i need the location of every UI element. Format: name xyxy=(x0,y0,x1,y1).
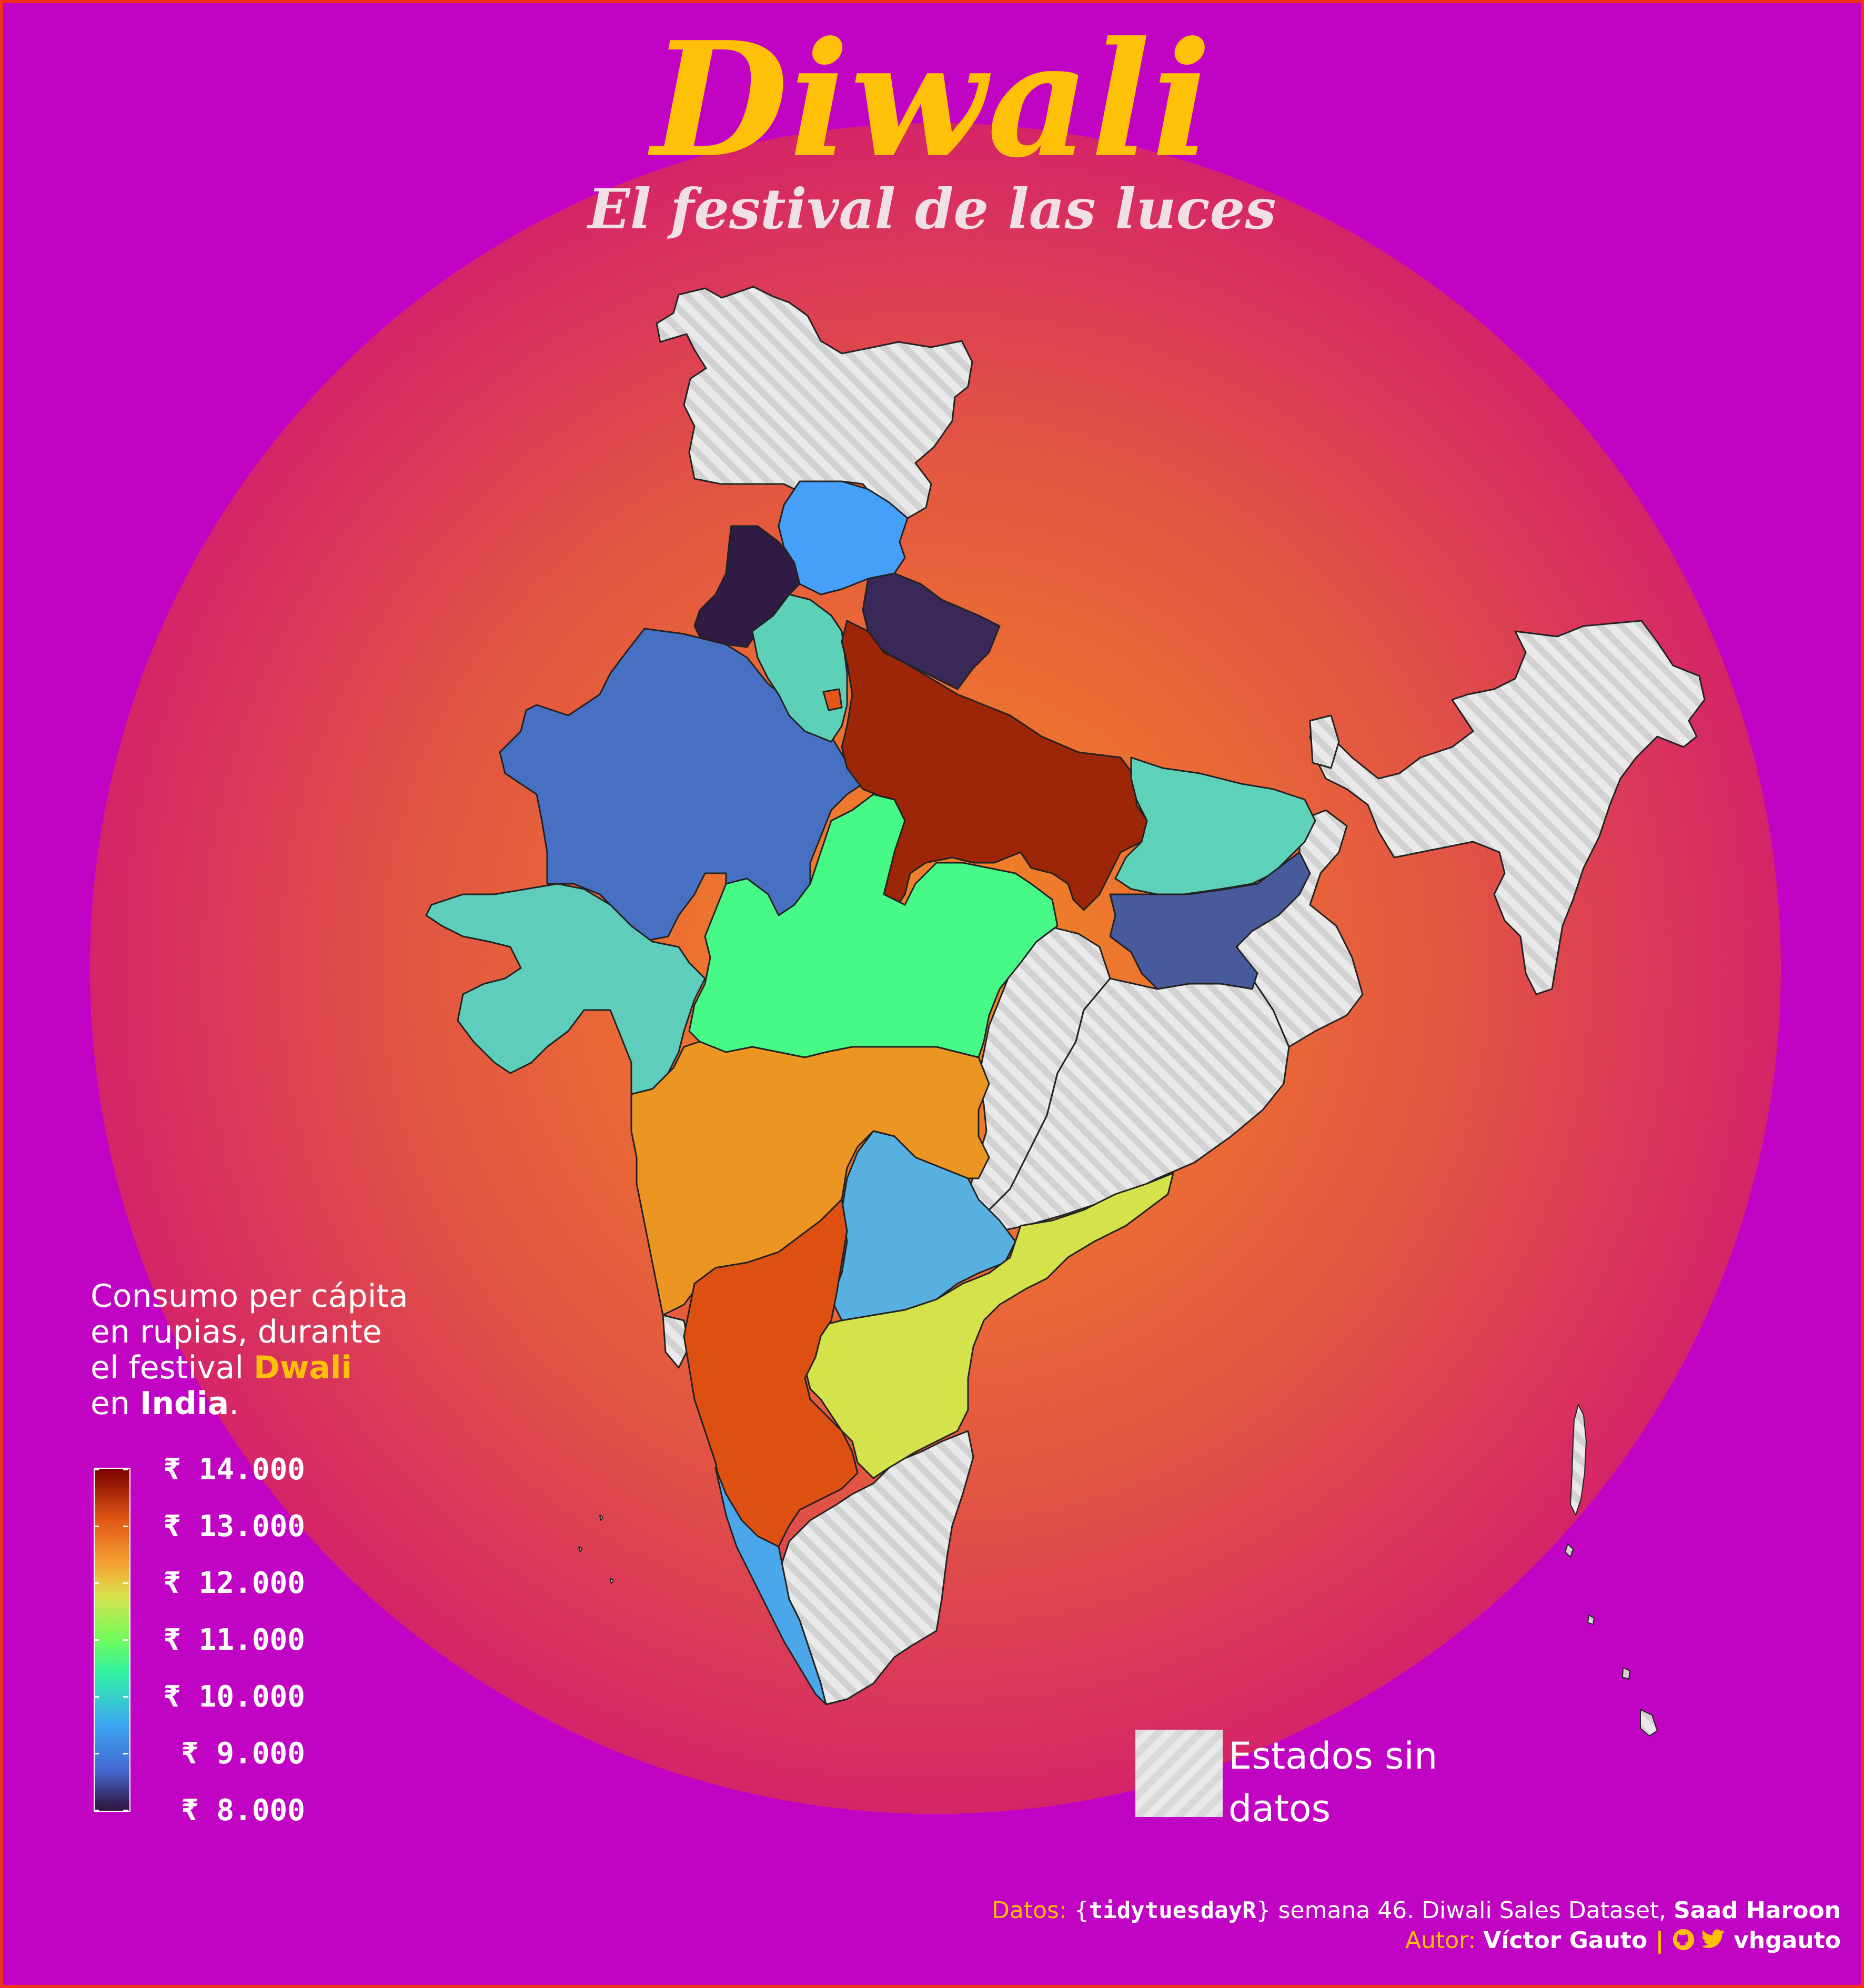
legend-title-line-2: en rupias, durante xyxy=(90,1314,382,1350)
colorbar-tick-14000-left xyxy=(94,1469,99,1470)
credits-separator: | xyxy=(1647,1927,1672,1954)
colorbar-tick-10000-left xyxy=(94,1696,99,1698)
poster-title: Diwali xyxy=(651,7,1213,193)
colorbar-tick-13000-right xyxy=(123,1526,128,1527)
state-haryana xyxy=(751,593,848,743)
credits-author: Autor: Víctor Gauto | vhgauto xyxy=(683,1928,1841,1955)
legend-title-line-4: en India. xyxy=(90,1386,490,1421)
colorbar-label: ₹ 8.000 xyxy=(180,1793,305,1828)
colorbar-tick-8000-right xyxy=(123,1810,128,1811)
legend-title-line-3: el festival Dwali xyxy=(90,1350,490,1386)
github-icon[interactable] xyxy=(1672,1928,1695,1955)
poster-subtitle: El festival de las luces xyxy=(588,176,1276,241)
andaman-islands xyxy=(1570,1404,1587,1516)
colorbar-tick-11000-left xyxy=(94,1639,99,1641)
no-data-label: Estados sin datos xyxy=(1228,1734,1438,1830)
credits-handle: vhgauto xyxy=(1725,1927,1841,1954)
no-data-swatch xyxy=(1135,1730,1223,1817)
state-bihar xyxy=(1114,756,1316,895)
state-uttar-pradesh xyxy=(841,620,1148,911)
lakshadweep-islands xyxy=(578,1515,614,1584)
twitter-icon[interactable] xyxy=(1700,1928,1726,1955)
colorbar-tick-8000-left xyxy=(94,1810,99,1811)
state-northeast xyxy=(1309,620,1706,995)
colorbar-label: ₹ 14.000 xyxy=(163,1452,305,1487)
credits-data-text: semana 46. Diwali Sales Dataset, xyxy=(1271,1897,1674,1924)
state-delhi xyxy=(822,688,843,711)
colorbar-label: ₹ 10.000 xyxy=(163,1680,305,1714)
colorbar-tick-11000-right xyxy=(123,1639,128,1641)
credits-brace-close: } xyxy=(1256,1897,1271,1924)
credits-author-label: Autor: xyxy=(1405,1927,1484,1954)
state-jharkhand xyxy=(1109,851,1311,990)
colorbar-tick-13000-left xyxy=(94,1526,99,1527)
state-gujarat xyxy=(425,883,706,1095)
colorbar-tick-9000-left xyxy=(94,1753,99,1754)
colorbar-label: ₹ 12.000 xyxy=(163,1566,305,1600)
credits-author-name: Víctor Gauto xyxy=(1483,1927,1648,1954)
colorbar-tick-14000-right xyxy=(123,1469,128,1470)
legend-title-highlight: Dwali xyxy=(254,1349,352,1386)
state-andhra-pradesh xyxy=(804,1172,1174,1479)
colorbar-label: ₹ 11.000 xyxy=(163,1623,305,1657)
credits-data-label: Datos: xyxy=(992,1897,1074,1924)
state-goa xyxy=(662,1314,690,1369)
colorbar-tick-12000-right xyxy=(123,1582,128,1584)
credits-dataset-author: Saad Haroon xyxy=(1674,1897,1841,1924)
credits-brace-open: { xyxy=(1074,1897,1089,1924)
colorbar-tick-12000-left xyxy=(94,1582,99,1584)
credits-data-source: Datos: {tidytuesdayR} semana 46. Diwali … xyxy=(683,1899,1841,1922)
colorbar-tick-10000-right xyxy=(123,1696,128,1698)
nicobar-islands xyxy=(1565,1543,1658,1737)
colorbar-label: ₹ 9.000 xyxy=(180,1737,305,1771)
legend-title-line-4-prefix: en xyxy=(90,1385,140,1422)
legend-title-line-4-suffix: . xyxy=(229,1385,239,1422)
state-sikkim xyxy=(1309,714,1340,769)
credits-package: tidytuesdayR xyxy=(1089,1897,1256,1924)
legend-title-line-1: Consumo per cápita xyxy=(90,1278,408,1315)
colorbar-tick-9000-right xyxy=(123,1753,128,1754)
legend-title-country: India xyxy=(140,1385,229,1422)
state-kerala xyxy=(714,1467,827,1706)
legend-title: Consumo per cápita en rupias, durante el… xyxy=(90,1278,490,1421)
state-karnataka xyxy=(683,1198,859,1548)
legend-title-line-3-prefix: el festival xyxy=(90,1349,254,1386)
colorbar-label: ₹ 13.000 xyxy=(163,1509,305,1543)
